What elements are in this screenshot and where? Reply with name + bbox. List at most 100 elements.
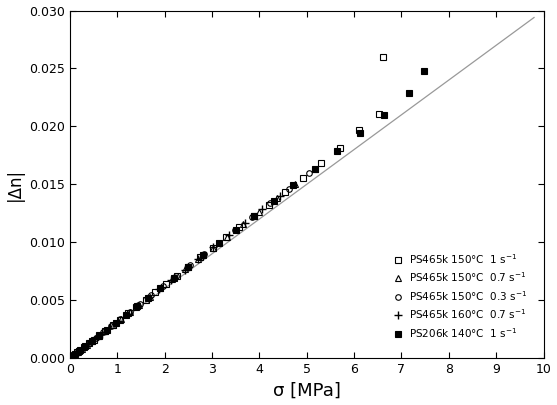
PS465k 160°C  0.7 s$^{-1}$ — [91, 337, 98, 341]
PS465k 150°C  1 s$^{-1}$ — [152, 290, 159, 295]
PS465k 150°C  1 s$^{-1}$ — [173, 273, 180, 278]
PS206k 140°C  1 s$^{-1}$ — [270, 198, 277, 203]
PS465k 150°C  1 s$^{-1}$ — [223, 235, 229, 240]
PS465k 150°C  0.7 s$^{-1}$ — [256, 209, 263, 214]
PS465k 150°C  0.7 s$^{-1}$ — [74, 350, 81, 355]
PS465k 150°C  1 s$^{-1}$ — [81, 345, 87, 350]
PS465k 150°C  1 s$^{-1}$ — [250, 214, 257, 219]
PS206k 140°C  1 s$^{-1}$ — [82, 344, 89, 349]
PS465k 150°C  0.7 s$^{-1}$ — [109, 323, 116, 328]
PS465k 160°C  0.7 s$^{-1}$ — [133, 304, 140, 309]
PS465k 160°C  0.7 s$^{-1}$ — [70, 353, 77, 358]
PS206k 140°C  1 s$^{-1}$ — [184, 264, 191, 269]
PS465k 150°C  0.3 s$^{-1}$ — [80, 345, 87, 350]
PS206k 140°C  1 s$^{-1}$ — [290, 183, 297, 188]
PS465k 150°C  0.3 s$^{-1}$ — [71, 352, 77, 357]
PS465k 150°C  0.3 s$^{-1}$ — [232, 228, 238, 233]
PS465k 150°C  0.3 s$^{-1}$ — [216, 240, 222, 245]
PS465k 150°C  1 s$^{-1}$ — [355, 128, 362, 133]
PS465k 150°C  1 s$^{-1}$ — [162, 282, 169, 287]
PS465k 150°C  0.3 s$^{-1}$ — [201, 252, 207, 257]
PS465k 160°C  0.7 s$^{-1}$ — [80, 346, 86, 351]
PS465k 150°C  1 s$^{-1}$ — [90, 337, 97, 342]
PS206k 140°C  1 s$^{-1}$ — [104, 327, 110, 332]
PS465k 150°C  0.3 s$^{-1}$ — [173, 274, 179, 279]
PS206k 140°C  1 s$^{-1}$ — [381, 112, 388, 117]
PS465k 150°C  0.7 s$^{-1}$ — [126, 309, 133, 314]
PS465k 150°C  1 s$^{-1}$ — [133, 305, 140, 309]
PS465k 150°C  1 s$^{-1}$ — [77, 347, 84, 352]
PS465k 160°C  0.7 s$^{-1}$ — [114, 319, 121, 324]
PS465k 160°C  0.7 s$^{-1}$ — [181, 267, 188, 272]
PS465k 150°C  1 s$^{-1}$ — [109, 323, 116, 328]
PS465k 150°C  1 s$^{-1}$ — [380, 54, 387, 59]
PS206k 140°C  1 s$^{-1}$ — [311, 166, 318, 171]
Line: PS465k 160°C  0.7 s$^{-1}$: PS465k 160°C 0.7 s$^{-1}$ — [70, 192, 284, 359]
PS465k 150°C  1 s$^{-1}$ — [197, 255, 203, 260]
PS206k 140°C  1 s$^{-1}$ — [157, 286, 164, 291]
PS465k 150°C  0.3 s$^{-1}$ — [117, 317, 124, 322]
PS465k 150°C  0.3 s$^{-1}$ — [75, 349, 82, 354]
PS465k 160°C  0.7 s$^{-1}$ — [259, 207, 266, 212]
PS465k 150°C  0.7 s$^{-1}$ — [70, 353, 77, 358]
PS465k 150°C  1 s$^{-1}$ — [102, 328, 109, 333]
PS465k 150°C  0.7 s$^{-1}$ — [292, 181, 299, 186]
PS206k 140°C  1 s$^{-1}$ — [95, 333, 102, 338]
PS465k 150°C  1 s$^{-1}$ — [317, 161, 324, 166]
PS465k 150°C  1 s$^{-1}$ — [282, 190, 289, 194]
Y-axis label: |Δn|: |Δn| — [6, 168, 23, 201]
PS465k 150°C  1 s$^{-1}$ — [86, 341, 92, 346]
PS465k 150°C  1 s$^{-1}$ — [96, 333, 102, 338]
PS206k 140°C  1 s$^{-1}$ — [216, 240, 222, 245]
PS465k 150°C  0.3 s$^{-1}$ — [100, 330, 106, 335]
PS465k 160°C  0.7 s$^{-1}$ — [124, 311, 130, 316]
PS465k 150°C  0.3 s$^{-1}$ — [92, 335, 99, 340]
PS465k 150°C  0.3 s$^{-1}$ — [86, 341, 92, 345]
PS206k 140°C  1 s$^{-1}$ — [145, 295, 152, 300]
PS465k 160°C  0.7 s$^{-1}$ — [99, 331, 105, 336]
PS465k 150°C  0.3 s$^{-1}$ — [187, 263, 193, 268]
PS465k 150°C  0.7 s$^{-1}$ — [95, 334, 102, 339]
Line: PS465k 150°C  0.3 s$^{-1}$: PS465k 150°C 0.3 s$^{-1}$ — [71, 171, 312, 358]
Line: PS465k 150°C  0.7 s$^{-1}$: PS465k 150°C 0.7 s$^{-1}$ — [71, 166, 317, 358]
PS465k 150°C  0.7 s$^{-1}$ — [209, 245, 216, 250]
PS206k 140°C  1 s$^{-1}$ — [251, 213, 257, 218]
PS465k 150°C  0.3 s$^{-1}$ — [249, 215, 256, 220]
PS465k 150°C  0.7 s$^{-1}$ — [102, 328, 109, 333]
PS465k 160°C  0.7 s$^{-1}$ — [225, 233, 232, 238]
PS465k 150°C  0.3 s$^{-1}$ — [108, 324, 115, 328]
PS465k 150°C  0.3 s$^{-1}$ — [267, 201, 273, 206]
PS465k 150°C  1 s$^{-1}$ — [70, 353, 77, 358]
PS465k 160°C  0.7 s$^{-1}$ — [85, 341, 92, 346]
PS465k 160°C  0.7 s$^{-1}$ — [106, 325, 113, 330]
PS465k 150°C  0.7 s$^{-1}$ — [195, 256, 202, 261]
PS465k 150°C  0.3 s$^{-1}$ — [160, 284, 167, 288]
PS206k 140°C  1 s$^{-1}$ — [76, 348, 83, 353]
PS465k 150°C  0.7 s$^{-1}$ — [79, 346, 85, 351]
PS465k 150°C  0.7 s$^{-1}$ — [136, 302, 143, 307]
PS206k 140°C  1 s$^{-1}$ — [406, 90, 413, 95]
PS206k 140°C  1 s$^{-1}$ — [421, 68, 428, 73]
PS465k 160°C  0.7 s$^{-1}$ — [75, 350, 81, 354]
PS465k 150°C  1 s$^{-1}$ — [300, 175, 306, 180]
PS465k 150°C  1 s$^{-1}$ — [336, 146, 343, 151]
PS465k 150°C  0.3 s$^{-1}$ — [148, 293, 155, 298]
PS465k 150°C  0.3 s$^{-1}$ — [306, 171, 312, 176]
PS465k 160°C  0.7 s$^{-1}$ — [277, 193, 284, 198]
PS465k 160°C  0.7 s$^{-1}$ — [144, 296, 151, 301]
PS465k 150°C  0.7 s$^{-1}$ — [169, 277, 175, 281]
PS465k 150°C  0.3 s$^{-1}$ — [126, 309, 133, 314]
PS465k 150°C  0.3 s$^{-1}$ — [286, 186, 292, 191]
PS465k 160°C  0.7 s$^{-1}$ — [242, 220, 248, 225]
PS465k 160°C  0.7 s$^{-1}$ — [209, 245, 216, 250]
PS465k 150°C  1 s$^{-1}$ — [116, 317, 123, 322]
PS206k 140°C  1 s$^{-1}$ — [123, 312, 129, 317]
PS465k 160°C  0.7 s$^{-1}$ — [195, 256, 202, 261]
PS206k 140°C  1 s$^{-1}$ — [357, 131, 364, 136]
PS465k 150°C  1 s$^{-1}$ — [236, 225, 243, 230]
PS465k 160°C  0.7 s$^{-1}$ — [168, 277, 175, 282]
PS465k 150°C  0.3 s$^{-1}$ — [136, 301, 143, 306]
PS465k 150°C  0.7 s$^{-1}$ — [240, 222, 246, 227]
PS206k 140°C  1 s$^{-1}$ — [233, 227, 240, 232]
Line: PS465k 150°C  1 s$^{-1}$: PS465k 150°C 1 s$^{-1}$ — [71, 54, 386, 358]
